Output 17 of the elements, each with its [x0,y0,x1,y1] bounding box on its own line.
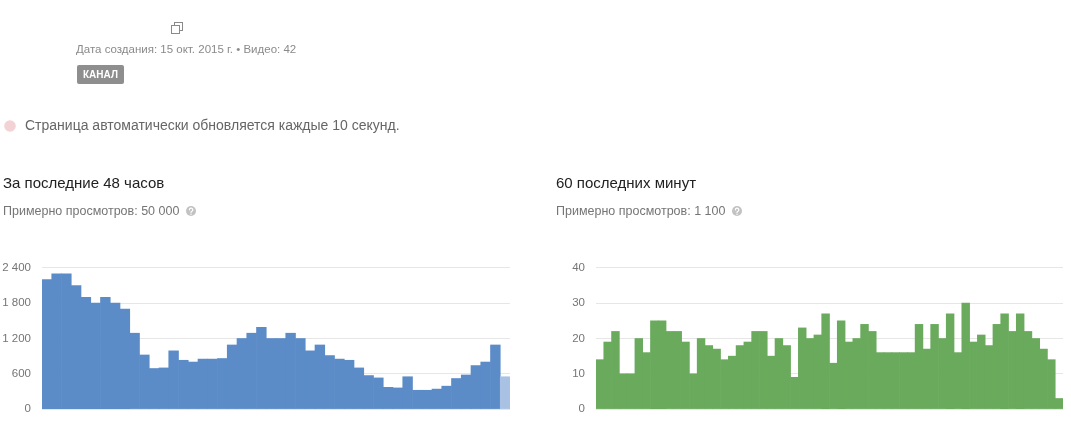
chart-subtitle: Примерно просмотров: 1 100 [556,204,726,218]
text: КАНАЛ [77,65,124,84]
y-tick-label: 10 [572,366,585,379]
y-tick-label: 600 [11,366,31,379]
chart-subtitle: Примерно просмотров: 50 000 [3,204,180,218]
y-tick-label: 1 200 [2,331,31,344]
chart-title: За последние 48 часов [3,174,165,192]
chart-title: 60 последних минут [556,174,697,192]
text: Дата создания: 15 окт. 2015 г. • Видео: 42 [76,42,297,56]
y-tick-label: 0 [578,402,585,415]
y-tick-label: 0 [24,402,31,415]
y-tick-label: 20 [572,331,585,344]
y-tick-label: 1 800 [2,296,31,309]
text: Страница автоматически обновляется каждые 10 секунд. [25,117,400,134]
y-tick-label: 2 400 [2,261,31,274]
y-tick-label: 40 [572,261,585,274]
y-tick-label: 30 [572,296,585,309]
